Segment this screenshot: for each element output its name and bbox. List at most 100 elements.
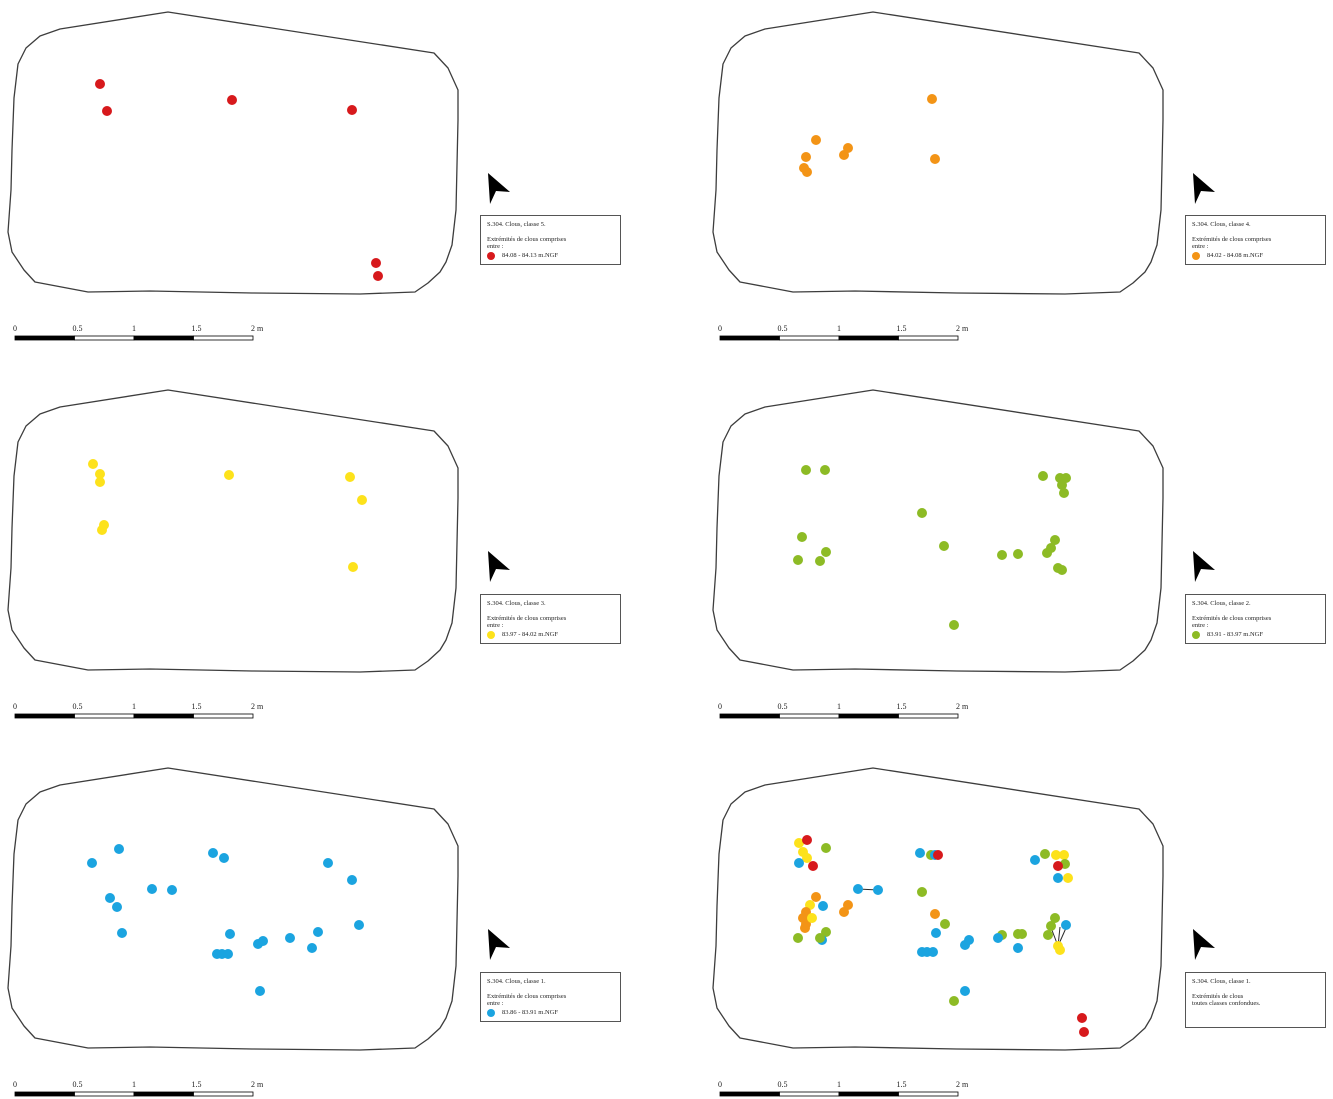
nail-point bbox=[802, 835, 812, 845]
nail-point bbox=[1046, 921, 1056, 931]
nail-point bbox=[225, 929, 235, 939]
legend-item: 83.86 - 83.91 m.NGF bbox=[487, 1008, 615, 1017]
legend-range: 83.91 - 83.97 m.NGF bbox=[1207, 630, 1263, 638]
scale-segment bbox=[74, 1091, 135, 1097]
nail-point bbox=[811, 892, 821, 902]
nail-point bbox=[1079, 1027, 1089, 1037]
nail-point bbox=[853, 884, 863, 894]
nail-point bbox=[1013, 943, 1023, 953]
north-arrow-icon bbox=[1193, 173, 1215, 204]
nail-point bbox=[800, 923, 810, 933]
legend-range: 84.08 - 84.13 m.NGF bbox=[502, 251, 558, 259]
scale-label: 0 bbox=[13, 324, 17, 333]
north-arrow-icon bbox=[488, 551, 510, 582]
legend-title: S.304. Clous, classe 2. bbox=[1192, 600, 1251, 607]
nail-point bbox=[915, 848, 925, 858]
north-arrow-icon bbox=[1193, 929, 1215, 960]
nail-point bbox=[227, 95, 237, 105]
nail-point bbox=[839, 907, 849, 917]
nail-point bbox=[939, 541, 949, 551]
scale-segment bbox=[838, 335, 899, 341]
nail-point bbox=[797, 532, 807, 542]
nail-point bbox=[1053, 861, 1063, 871]
nail-point bbox=[88, 459, 98, 469]
nail-point bbox=[95, 79, 105, 89]
nail-point bbox=[1050, 535, 1060, 545]
site-outline bbox=[712, 11, 1164, 295]
scale-segment bbox=[193, 1091, 254, 1097]
nail-point bbox=[1077, 1013, 1087, 1023]
scale-label: 0 bbox=[13, 1080, 17, 1089]
nail-point bbox=[930, 154, 940, 164]
scale-label: 2 m bbox=[956, 1080, 969, 1089]
scale-segment bbox=[193, 335, 254, 341]
scale-label: 0 bbox=[13, 702, 17, 711]
scale-label: 1 bbox=[132, 702, 136, 711]
legend-item: 83.97 - 84.02 m.NGF bbox=[487, 630, 615, 639]
nail-point bbox=[802, 167, 812, 177]
legend-title: S.304. Clous, classe 4. bbox=[1192, 221, 1251, 228]
scale-segment bbox=[719, 1091, 780, 1097]
legend-title: S.304. Clous, classe 1. bbox=[1192, 978, 1251, 985]
legend-subtitle: Extrémités de clous comprises entre : bbox=[487, 235, 567, 251]
legend-title: S.304. Clous, classe 1. bbox=[487, 978, 546, 985]
nail-point bbox=[928, 947, 938, 957]
nail-point bbox=[371, 258, 381, 268]
legend-item: 84.02 - 84.08 m.NGF bbox=[1192, 251, 1320, 260]
nail-point bbox=[818, 901, 828, 911]
nail-point bbox=[258, 936, 268, 946]
scale-label: 1 bbox=[837, 1080, 841, 1089]
scale-segment bbox=[838, 1091, 899, 1097]
scale-label: 0.5 bbox=[778, 702, 788, 711]
legend-class-5: S.304. Clous, classe 5. Extrémités de cl… bbox=[480, 215, 621, 265]
scale-label: 0.5 bbox=[778, 1080, 788, 1089]
scale-label: 0.5 bbox=[73, 324, 83, 333]
nail-point bbox=[927, 94, 937, 104]
nail-point bbox=[873, 885, 883, 895]
nail-point bbox=[112, 902, 122, 912]
nail-point bbox=[807, 913, 817, 923]
nail-point bbox=[307, 943, 317, 953]
legend-title: S.304. Clous, classe 5. bbox=[487, 221, 546, 228]
site-outline bbox=[7, 389, 459, 673]
nail-point bbox=[114, 844, 124, 854]
site-outline bbox=[7, 767, 459, 1051]
scale-label: 2 m bbox=[956, 702, 969, 711]
scale-label: 2 m bbox=[251, 324, 264, 333]
scale-label: 1.5 bbox=[897, 324, 907, 333]
nail-point bbox=[285, 933, 295, 943]
scale-segment bbox=[719, 713, 780, 719]
scale-segment bbox=[193, 713, 254, 719]
nail-point bbox=[373, 271, 383, 281]
nail-point bbox=[313, 927, 323, 937]
nail-point bbox=[964, 935, 974, 945]
scale-label: 2 m bbox=[956, 324, 969, 333]
nail-point bbox=[348, 562, 358, 572]
nail-point bbox=[1057, 565, 1067, 575]
nail-point bbox=[993, 933, 1003, 943]
legend-swatch bbox=[1192, 630, 1200, 639]
nail-point bbox=[1040, 849, 1050, 859]
legend-subtitle: Extrémités de clous comprises entre : bbox=[487, 614, 567, 630]
north-arrow-icon bbox=[488, 929, 510, 960]
legend-swatch bbox=[487, 630, 495, 639]
legend-swatch bbox=[487, 251, 495, 260]
north-arrows bbox=[488, 173, 1215, 960]
site-outlines bbox=[7, 11, 1164, 1051]
nail-point bbox=[95, 469, 105, 479]
nail-point bbox=[811, 135, 821, 145]
nail-point bbox=[97, 525, 107, 535]
nail-point bbox=[347, 105, 357, 115]
scale-segment bbox=[898, 335, 959, 341]
nail-point bbox=[794, 858, 804, 868]
scale-label: 1.5 bbox=[897, 702, 907, 711]
scale-segment bbox=[779, 335, 840, 341]
scale-bars: 0 0.5 1 1.5 2 m 0 0.5 1 1.5 2 m 0 0.5 1 1.5 2 m 0 0.5 1 1.… bbox=[13, 324, 969, 1097]
nail-point bbox=[223, 949, 233, 959]
nail-point bbox=[87, 858, 97, 868]
nail-point bbox=[1050, 913, 1060, 923]
scale-segment bbox=[779, 1091, 840, 1097]
nail-point bbox=[931, 928, 941, 938]
legend-subtitle: Extrémités de clous comprises entre : bbox=[487, 992, 567, 1008]
